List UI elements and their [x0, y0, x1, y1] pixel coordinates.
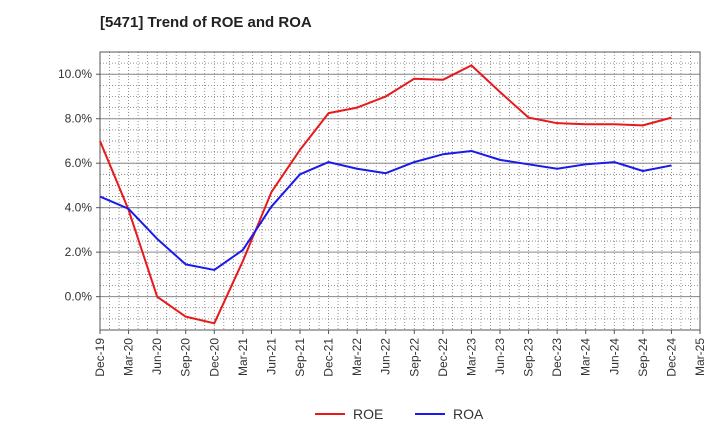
x-tick-label: Jun-23: [493, 338, 507, 375]
series-line-roe: [99, 64, 672, 325]
x-tick-label: Dec-24: [664, 338, 678, 377]
x-tick-label: Jun-24: [607, 338, 621, 375]
x-tick-label: Dec-20: [207, 338, 221, 377]
legend: ROE ROA: [315, 406, 484, 422]
y-tick-label: 8.0%: [65, 112, 93, 126]
x-tick-label: Dec-23: [550, 338, 564, 377]
x-tick-label: Sep-20: [179, 338, 193, 377]
y-tick-label: 0.0%: [65, 290, 93, 304]
y-tick-label: 4.0%: [65, 201, 93, 215]
series-lines: [99, 64, 672, 325]
x-tick-label: Dec-22: [436, 338, 450, 377]
y-tick-label: 6.0%: [65, 156, 93, 170]
x-tick-label: Sep-21: [293, 338, 307, 377]
x-tick-label: Mar-23: [464, 338, 478, 376]
y-tick-label: 10.0%: [58, 67, 92, 81]
x-tick-label: Mar-24: [579, 338, 593, 376]
x-tick-label: Mar-22: [350, 338, 364, 376]
grid: [100, 52, 700, 330]
y-tick-label: 2.0%: [65, 245, 93, 259]
x-tick-label: Dec-19: [93, 338, 107, 377]
x-tick-label: Sep-23: [522, 338, 536, 377]
x-tick-label: Mar-25: [693, 338, 707, 376]
chart-title: [5471] Trend of ROE and ROA: [100, 14, 312, 31]
x-tick-label: Sep-24: [636, 338, 650, 377]
x-tick-label: Jun-22: [379, 338, 393, 375]
x-tick-label: Dec-21: [322, 338, 336, 377]
x-axis: Dec-19 Mar-20 Jun-20 Sep-20 Dec-20 Mar-21 Jun-…: [93, 330, 707, 377]
x-tick-label: Mar-21: [236, 338, 250, 376]
x-tick-label: Jun-21: [264, 338, 278, 375]
series-line-roa: [99, 149, 672, 271]
x-tick-label: Mar-20: [122, 338, 136, 376]
x-tick-label: Sep-22: [407, 338, 421, 377]
plot-frame: [99, 51, 701, 331]
legend-label-roe: ROE: [353, 406, 383, 422]
legend-label-roa: ROA: [453, 406, 484, 422]
x-tick-label: Jun-20: [150, 338, 164, 375]
y-axis: 0.0% 2.0% 4.0% 6.0% 8.0% 10.0%: [58, 67, 100, 304]
